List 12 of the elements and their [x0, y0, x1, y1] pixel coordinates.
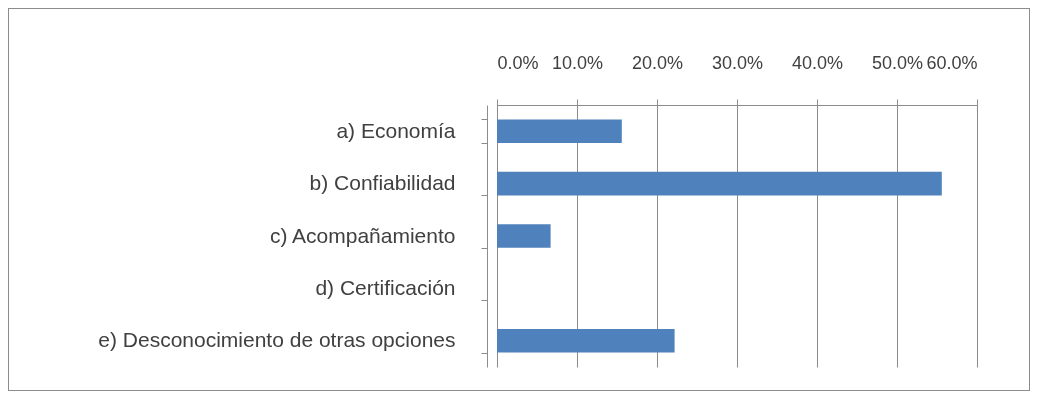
- y-tick-label: c) Acompañamiento: [269, 223, 456, 247]
- y-tick-label: e) Desconocimiento de otras opciones: [98, 328, 456, 352]
- x-tick-label: 20.0%: [631, 52, 684, 73]
- x-tick-label: 30.0%: [711, 52, 764, 73]
- y-tick-label: b) Confiabilidad: [309, 171, 456, 195]
- y-tick-label: a) Economía: [336, 118, 456, 142]
- x-tick-label: 50.0%: [871, 52, 924, 73]
- x-tick-label: 60.0%: [926, 52, 978, 73]
- x-tick-label: 10.0%: [551, 52, 604, 73]
- x-tick-label: 40.0%: [791, 52, 844, 73]
- y-tick-label: d) Certificación: [315, 275, 456, 299]
- x-tick-label: 0.0%: [497, 52, 539, 73]
